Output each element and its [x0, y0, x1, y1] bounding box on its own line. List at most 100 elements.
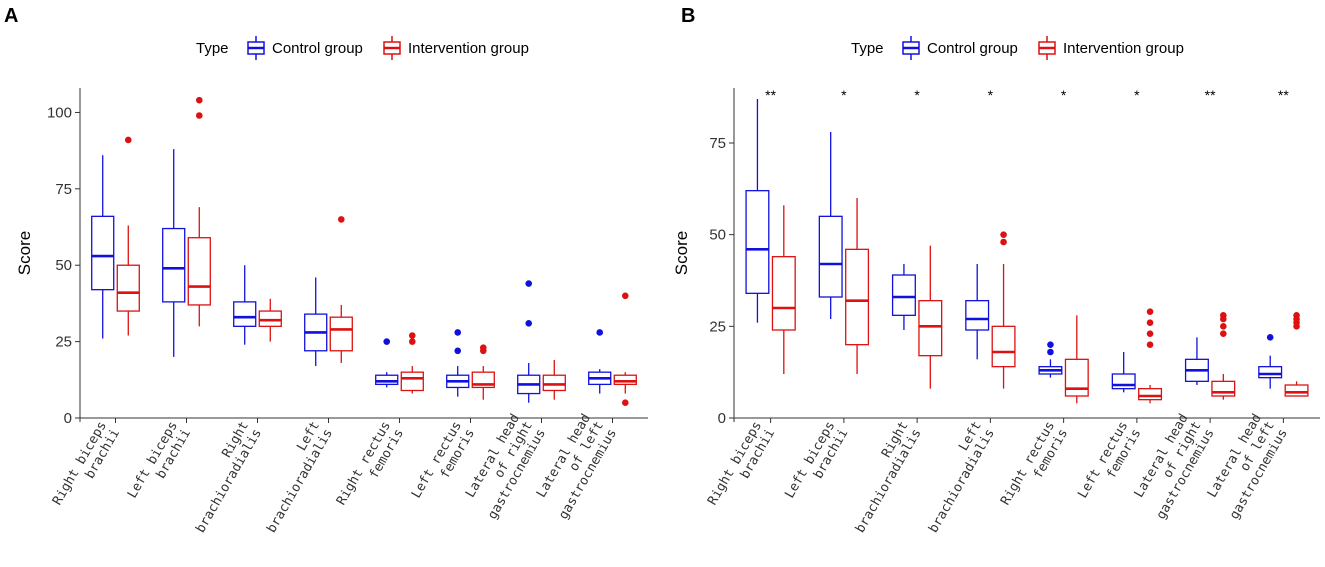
box-control — [745, 99, 770, 323]
iqr-box — [187, 237, 211, 306]
outlier-point — [525, 319, 533, 327]
outlier-point — [408, 332, 416, 339]
iqr-box — [91, 215, 115, 291]
outlier-point — [1266, 334, 1274, 341]
iqr-box — [1258, 366, 1283, 379]
iqr-box — [400, 371, 424, 392]
legend-label-intervention: Intervention group — [1063, 40, 1184, 57]
x-tick-label: Lateral headof leftgastrocnemius — [530, 412, 620, 523]
box-control — [1258, 334, 1283, 389]
outlier-point — [1220, 312, 1227, 319]
iqr-box — [329, 316, 353, 352]
legend-key-control — [902, 36, 920, 60]
significance-marker: * — [1061, 87, 1067, 103]
x-tick-label: Left bicepsbrachii — [782, 419, 851, 509]
y-tick-label: 50 — [55, 257, 72, 274]
outlier-point — [1047, 348, 1054, 356]
x-tick-label: Right rectusfemoris — [998, 419, 1071, 515]
legend-label-control: Control group — [272, 40, 363, 57]
box-control — [818, 132, 843, 319]
x-tick-label: Rightbrachioradialis — [840, 419, 925, 536]
y-tick-label: 75 — [55, 181, 72, 198]
box-control — [891, 264, 916, 330]
iqr-box — [745, 190, 770, 294]
legend-title: Type — [851, 40, 884, 57]
box-control — [91, 155, 115, 339]
y-tick-label: 25 — [55, 334, 72, 351]
box-control — [1038, 341, 1063, 378]
outlier-point — [195, 96, 203, 104]
outlier-point — [124, 136, 132, 144]
box-intervention — [845, 198, 870, 374]
outlier-point — [1220, 330, 1227, 337]
iqr-box — [613, 374, 637, 386]
x-tick-label: Lateral headof rightgastrocnemius — [459, 412, 549, 523]
box-intervention — [116, 136, 140, 336]
box-intervention — [771, 205, 796, 374]
outlier-point — [1146, 341, 1154, 348]
box-intervention — [258, 298, 282, 342]
iqr-box — [1211, 380, 1236, 397]
x-tick-label: Leftbrachioradialis — [913, 419, 998, 536]
x-tick-label: Left bicepsbrachii — [125, 419, 194, 509]
box-intervention — [1284, 312, 1309, 397]
outlier-point — [1146, 308, 1154, 315]
iqr-box — [1111, 373, 1136, 390]
iqr-box — [1064, 358, 1089, 397]
outlier-point — [454, 347, 462, 355]
box-control — [304, 277, 328, 367]
y-tick-label: 75 — [709, 135, 726, 152]
iqr-box — [771, 256, 796, 331]
iqr-box — [891, 274, 916, 316]
y-tick-label: 50 — [709, 227, 726, 244]
box-control — [162, 149, 186, 357]
box-intervention — [1138, 308, 1163, 404]
box-intervention — [542, 359, 566, 400]
box-intervention — [918, 245, 943, 389]
box-intervention — [613, 292, 637, 407]
legend: Type Control group Intervention group — [196, 36, 529, 60]
legend-title: Type — [196, 40, 229, 57]
iqr-box — [845, 248, 870, 346]
outlier-point — [195, 112, 203, 119]
box-intervention — [187, 96, 211, 327]
outlier-point — [1220, 323, 1227, 330]
box-intervention — [991, 231, 1016, 389]
x-tick-label: Right bicepsbrachii — [50, 419, 123, 515]
x-tick-label: Right bicepsbrachii — [705, 419, 778, 515]
significance-marker: ** — [765, 87, 776, 103]
iqr-box — [258, 310, 282, 327]
y-axis-title: Score — [15, 231, 34, 275]
legend-label-intervention: Intervention group — [408, 40, 529, 57]
significance-marker: * — [988, 87, 994, 103]
iqr-box — [918, 300, 943, 357]
significance-marker: * — [1134, 87, 1140, 103]
outlier-point — [621, 399, 629, 407]
iqr-box — [542, 374, 566, 392]
y-tick-label: 0 — [64, 410, 72, 427]
box-control — [588, 329, 612, 394]
panel-letter: A — [4, 5, 18, 27]
y-tick-label: 25 — [709, 318, 726, 335]
x-tick-label: Leftbrachioradialis — [251, 419, 336, 536]
x-tick-label: Lateral headof leftgastrocnemius — [1201, 412, 1291, 523]
legend-key-intervention — [1038, 36, 1056, 60]
outlier-point — [621, 292, 629, 300]
box-control — [233, 265, 257, 345]
outlier-point — [1146, 330, 1154, 337]
box-control — [446, 329, 470, 397]
outlier-point — [1000, 238, 1007, 246]
outlier-point — [383, 338, 391, 345]
legend-label-control: Control group — [927, 40, 1018, 57]
x-tick-label: Rightbrachioradialis — [180, 419, 265, 536]
legend-key-control — [247, 36, 265, 60]
outlier-point — [408, 338, 416, 345]
box-control — [965, 264, 990, 360]
iqr-box — [818, 215, 843, 298]
box-intervention — [329, 216, 353, 363]
box-intervention — [1064, 315, 1089, 404]
x-tick-label: Lateral headof rightgastrocnemius — [1128, 412, 1218, 523]
y-tick-label: 100 — [47, 104, 72, 121]
box-control — [517, 280, 541, 403]
